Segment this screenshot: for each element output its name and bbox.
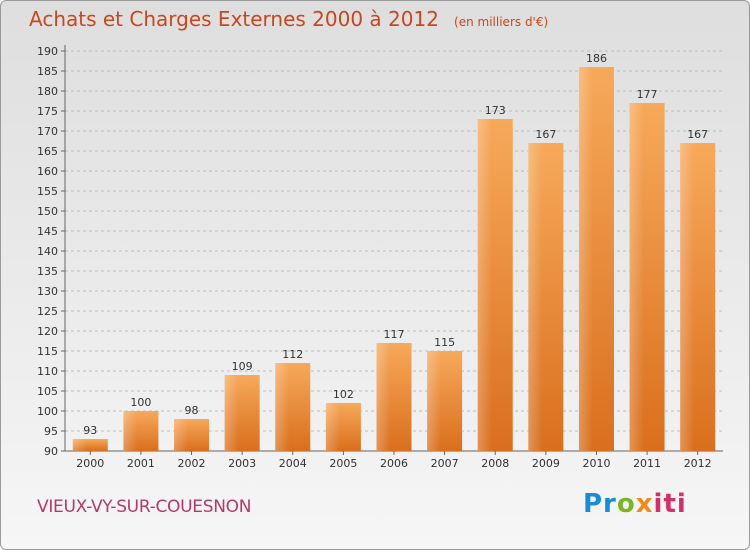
- y-tick-label: 160: [37, 165, 58, 178]
- y-tick-label: 190: [37, 45, 58, 58]
- y-tick-label: 125: [37, 305, 58, 318]
- bar-highlight: [477, 119, 492, 451]
- y-tick-label: 185: [37, 65, 58, 78]
- x-tick-label: 2011: [633, 457, 661, 470]
- chart-subtitle: (en milliers d'€): [454, 15, 549, 29]
- y-tick-label: 130: [37, 285, 58, 298]
- bar-highlight: [123, 411, 138, 451]
- x-tick-label: 2007: [431, 457, 459, 470]
- bar-highlight: [224, 375, 239, 451]
- x-tick-label: 2009: [532, 457, 560, 470]
- x-tick-label: 2010: [582, 457, 610, 470]
- y-tick-label: 145: [37, 225, 58, 238]
- y-tick-label: 140: [37, 245, 58, 258]
- data-label: 167: [535, 128, 556, 141]
- x-tick-label: 2000: [76, 457, 104, 470]
- y-tick-label: 115: [37, 345, 58, 358]
- data-label: 98: [185, 404, 199, 417]
- commune-name: VIEUX-VY-SUR-COUESNON: [37, 497, 252, 517]
- y-tick-label: 105: [37, 385, 58, 398]
- x-tick-label: 2004: [279, 457, 307, 470]
- x-tick-label: 2006: [380, 457, 408, 470]
- y-tick-labels: 90 95 100 105 110 115 120 125 130 135 140 145 150 155…: [37, 45, 58, 458]
- data-label: 115: [434, 336, 455, 349]
- data-label: 109: [232, 360, 253, 373]
- data-label: 173: [485, 104, 506, 117]
- y-tick-label: 120: [37, 325, 58, 338]
- bar-highlight: [174, 419, 189, 451]
- y-tick-label: 90: [44, 445, 58, 458]
- x-tick-label: 2002: [178, 457, 206, 470]
- y-tick-label: 155: [37, 185, 58, 198]
- y-tick-label: 95: [44, 425, 58, 438]
- data-label: 167: [687, 128, 708, 141]
- data-label: 186: [586, 52, 607, 65]
- x-tick-labels: 2000 2001 2002 2003 2004 2005 2006 2007 2008 2009…: [76, 451, 712, 470]
- logo-part-2: o: [616, 489, 636, 519]
- y-tick-label: 165: [37, 145, 58, 158]
- x-tick-label: 2001: [127, 457, 155, 470]
- data-label: 100: [130, 396, 151, 409]
- bars: [72, 67, 716, 451]
- data-labels: 93 100 98 109 112 102 117 115 173 167 186 177 167: [83, 52, 708, 437]
- proxiti-logo[interactable]: Proxiti: [583, 489, 687, 519]
- bar-highlight: [72, 439, 87, 451]
- y-tick-label: 170: [37, 125, 58, 138]
- x-tick-label: 2005: [329, 457, 357, 470]
- data-label: 102: [333, 388, 354, 401]
- bar-highlight: [629, 103, 644, 451]
- bar-highlight: [528, 143, 543, 451]
- y-tick-label: 100: [37, 405, 58, 418]
- data-label: 177: [637, 88, 658, 101]
- logo-part-3: x: [635, 489, 654, 519]
- y-tick-label: 175: [37, 105, 58, 118]
- x-tick-label: 2003: [228, 457, 256, 470]
- logo-part-1: Pr: [583, 489, 617, 519]
- y-tick-label: 150: [37, 205, 58, 218]
- bar-highlight: [578, 67, 593, 451]
- data-label: 93: [83, 424, 97, 437]
- y-tick-label: 110: [37, 365, 58, 378]
- data-label: 112: [282, 348, 303, 361]
- x-tick-label: 2012: [684, 457, 712, 470]
- y-tick-label: 180: [37, 85, 58, 98]
- chart-title-block: Achats et Charges Externes 2000 à 2012 (…: [29, 7, 548, 31]
- x-tick-label: 2008: [481, 457, 509, 470]
- bar-highlight: [376, 343, 391, 451]
- bar-highlight: [325, 403, 340, 451]
- logo-part-4: iti: [653, 489, 687, 519]
- bar-highlight: [275, 363, 290, 451]
- data-label: 117: [384, 328, 405, 341]
- y-tick-label: 135: [37, 265, 58, 278]
- bar-highlight: [427, 351, 442, 451]
- bar-highlight: [680, 143, 695, 451]
- chart-title: Achats et Charges Externes 2000 à 2012: [29, 7, 439, 31]
